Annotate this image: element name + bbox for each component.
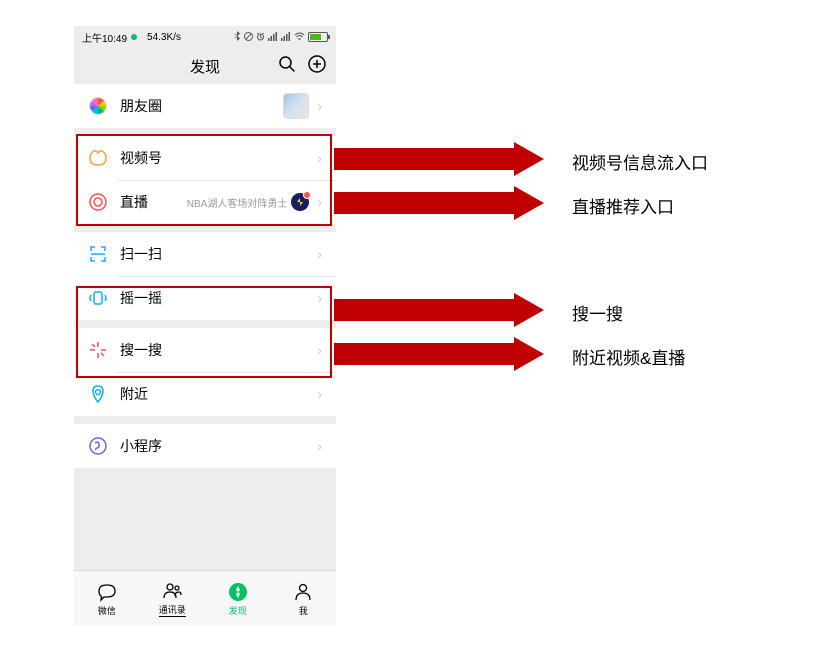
page-title: 发现: [190, 56, 220, 77]
tab-discover[interactable]: 发现: [205, 571, 271, 626]
search-row-icon: [88, 340, 108, 360]
row-search[interactable]: 搜一搜 ›: [74, 328, 336, 372]
tab-contacts[interactable]: 通讯录: [140, 571, 206, 626]
phone-frame: 上午10:49 54.3K/s: [74, 26, 336, 626]
status-speed: 54.3K/s: [147, 32, 181, 43]
group-miniprograms: 小程序 ›: [74, 424, 336, 468]
group-moments: 朋友圈 ›: [74, 84, 336, 128]
status-dot: [131, 34, 137, 40]
channels-icon: [88, 148, 108, 168]
moments-thumb: [283, 93, 309, 119]
group-channels-live: 视频号 › 直播 NBA湖人客场对阵勇士 ›: [74, 136, 336, 224]
chevron-icon: ›: [317, 150, 322, 166]
moments-icon: [88, 96, 108, 116]
signal-icon: [268, 32, 278, 43]
arrow-live: [334, 192, 544, 214]
tab-bar: 微信 通讯录 发现 我: [74, 570, 336, 626]
group-search-nearby: 搜一搜 › 附近 ›: [74, 328, 336, 416]
row-label: 视频号: [120, 148, 162, 168]
row-label: 搜一搜: [120, 340, 162, 360]
dnd-icon: [244, 32, 253, 43]
group-scan-shake: 扫一扫 › 摇一摇 ›: [74, 232, 336, 320]
nearby-icon: [88, 384, 108, 404]
shake-icon: [88, 288, 108, 308]
chevron-icon: ›: [317, 386, 322, 402]
row-shake[interactable]: 摇一摇 ›: [74, 276, 336, 320]
row-miniprograms[interactable]: 小程序 ›: [74, 424, 336, 468]
me-icon: [292, 581, 314, 603]
add-icon[interactable]: [308, 55, 326, 77]
chat-icon: [96, 581, 118, 603]
annotation-channels: 视频号信息流入口: [572, 149, 708, 174]
row-label: 附近: [120, 384, 148, 404]
bluetooth-icon: [234, 31, 241, 43]
moments-thumb-wrap: [283, 93, 309, 119]
tab-label: 微信: [98, 604, 116, 617]
discover-icon: [227, 581, 249, 603]
scan-icon: [88, 244, 108, 264]
row-nearby[interactable]: 附近 ›: [74, 372, 336, 416]
row-label: 扫一扫: [120, 244, 162, 264]
row-live[interactable]: 直播 NBA湖人客场对阵勇士 ›: [74, 180, 336, 224]
nav-header: 发现: [74, 48, 336, 84]
chevron-icon: ›: [317, 290, 322, 306]
discover-list: 朋友圈 › 视频号 › 直播: [74, 84, 336, 570]
alarm-icon: [256, 32, 265, 43]
row-channels[interactable]: 视频号 ›: [74, 136, 336, 180]
contacts-icon: [161, 580, 183, 602]
row-label: 小程序: [120, 436, 162, 456]
live-badge-icon: [291, 193, 309, 211]
row-label: 摇一摇: [120, 288, 162, 308]
chevron-icon: ›: [317, 246, 322, 262]
row-moments[interactable]: 朋友圈 ›: [74, 84, 336, 128]
row-scan[interactable]: 扫一扫 ›: [74, 232, 336, 276]
annotation-live: 直播推荐入口: [572, 193, 674, 218]
arrow-channels: [334, 148, 544, 170]
signal2-icon: [281, 32, 291, 43]
chevron-icon: ›: [317, 194, 322, 210]
annotation-nearby: 附近视频&直播: [572, 344, 685, 369]
live-icon: [88, 192, 108, 212]
status-time: 上午10:49: [82, 30, 127, 45]
row-label: 直播: [120, 192, 148, 212]
arrow-search: [334, 299, 544, 321]
battery-icon: [308, 32, 328, 42]
annotation-search: 搜一搜: [572, 300, 623, 325]
chevron-icon: ›: [317, 342, 322, 358]
miniprograms-icon: [88, 436, 108, 456]
tab-chat[interactable]: 微信: [74, 571, 140, 626]
wifi-icon: [294, 32, 305, 43]
row-label: 朋友圈: [120, 96, 162, 116]
live-secondary-text: NBA湖人客场对阵勇士: [187, 195, 288, 210]
chevron-icon: ›: [317, 438, 322, 454]
chevron-icon: ›: [317, 98, 322, 114]
arrow-nearby: [334, 343, 544, 365]
tab-label: 通讯录: [159, 603, 186, 617]
tab-label: 我: [299, 604, 308, 617]
status-bar: 上午10:49 54.3K/s: [74, 26, 336, 48]
tab-me[interactable]: 我: [271, 571, 337, 626]
tab-label: 发现: [229, 604, 247, 617]
search-icon[interactable]: [278, 55, 296, 77]
